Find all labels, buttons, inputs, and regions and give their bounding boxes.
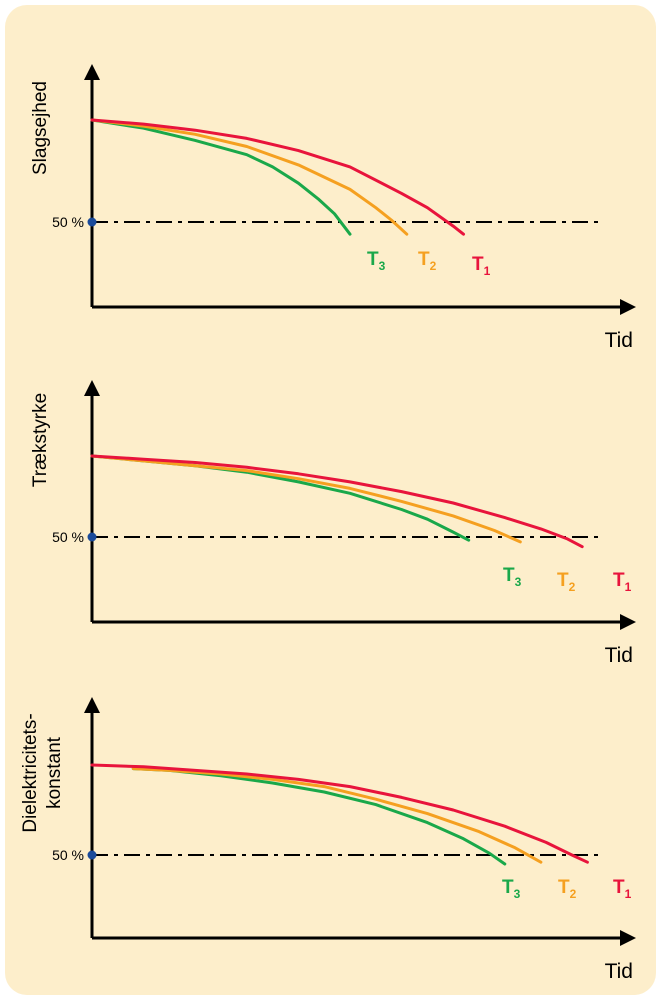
y-axis-label: Slagsejhed: [30, 81, 51, 175]
series-label-t1: T1: [613, 570, 632, 594]
chart-panel-3: 50 % Tid Dielektricitets-konstant T1 T2 T3: [20, 697, 636, 983]
y-axis-arrow: [84, 697, 100, 713]
series-line-t2: [90, 118, 409, 236]
figure-background: [5, 5, 656, 995]
series-label-t1: T1: [613, 877, 632, 901]
y-axis-arrow: [84, 380, 100, 396]
reference-label: 50 %: [52, 529, 84, 545]
series-line-t1: [90, 763, 589, 864]
series-label-t2: T2: [558, 877, 577, 901]
series-line-t1: [90, 454, 584, 549]
y-axis-label: Trækstyrke: [30, 393, 51, 487]
x-axis-label: Tid: [605, 644, 633, 667]
x-axis-arrow: [620, 930, 636, 946]
reference-label: 50 %: [52, 847, 84, 863]
reference-marker: [87, 217, 97, 227]
series-label-t2: T2: [557, 570, 576, 594]
series-label-t3: T3: [502, 877, 521, 901]
reference-marker: [87, 850, 97, 860]
chart-panel-1: 50 % Tid Slagsejhed T1 T2 T3: [30, 64, 636, 352]
chart-panel-2: 50 % Tid Trækstyrke T1 T2 T3: [30, 380, 636, 667]
series-line-t2: [90, 454, 522, 544]
y-axis-label: Dielektricitets-konstant: [20, 713, 65, 832]
series-label-t2: T2: [418, 249, 437, 273]
reference-marker: [87, 532, 97, 542]
x-axis-label: Tid: [605, 329, 633, 352]
series-label-t1: T1: [472, 254, 491, 278]
series-line-t1: [90, 118, 465, 236]
x-axis-arrow: [620, 299, 636, 315]
x-axis-arrow: [620, 614, 636, 630]
y-axis-arrow: [84, 64, 100, 80]
series-label-t3: T3: [503, 565, 522, 589]
reference-label: 50 %: [52, 214, 84, 230]
x-axis-label: Tid: [605, 960, 633, 983]
series-line-t2: [131, 767, 543, 864]
series-label-t3: T3: [367, 249, 386, 273]
series-line-t3: [90, 118, 352, 236]
series-line-t3: [90, 454, 471, 542]
